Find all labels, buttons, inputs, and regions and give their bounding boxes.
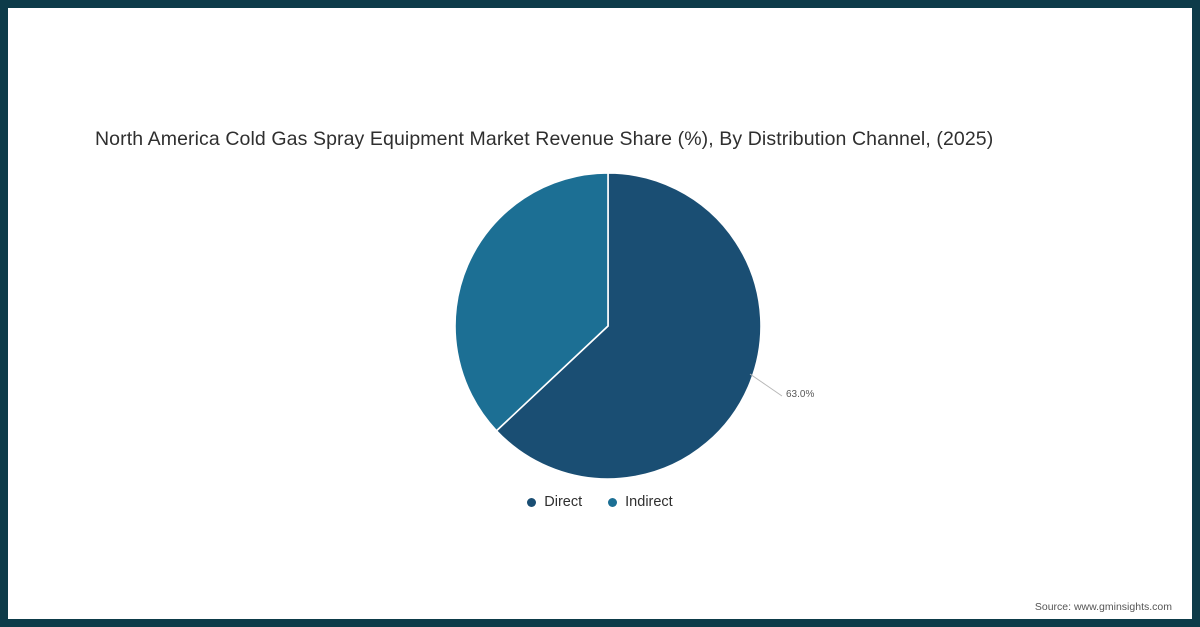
chart-inner-area: North America Cold Gas Spray Equipment M… <box>8 8 1192 619</box>
pie-slice-direct[interactable] <box>495 172 762 480</box>
legend-item-direct[interactable]: Direct <box>527 494 582 510</box>
source-attribution: Source: www.gminsights.com <box>1034 601 1172 613</box>
legend-label-direct: Direct <box>544 494 583 510</box>
legend-label-indirect: Indirect <box>625 494 673 510</box>
chart-legend: Direct Indirect <box>8 494 1192 510</box>
pie-chart-area <box>8 8 1192 619</box>
pie-chart-svg <box>454 172 783 480</box>
pie-slices <box>454 172 762 480</box>
page-title: North America Cold Gas Spray Equipment M… <box>95 128 994 150</box>
data-label-direct: 63.0% <box>786 389 815 400</box>
legend-swatch-direct <box>527 497 537 507</box>
pie-slice-indirect[interactable] <box>454 172 609 432</box>
legend-item-indirect[interactable]: Indirect <box>608 494 673 510</box>
leader-line-direct <box>749 373 783 397</box>
legend-swatch-indirect <box>608 497 618 507</box>
